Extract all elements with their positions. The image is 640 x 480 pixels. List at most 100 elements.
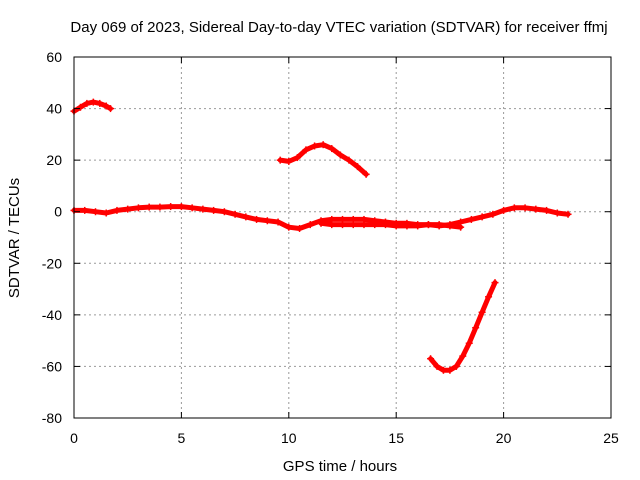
data-point [276, 156, 284, 164]
data-point [83, 99, 91, 107]
data-point [354, 163, 362, 171]
data-point [392, 222, 400, 230]
data-point [472, 324, 480, 332]
data-point [293, 154, 301, 162]
data-point [188, 204, 196, 212]
data-point [81, 206, 89, 214]
data-point [414, 222, 422, 230]
y-tick-label: 40 [46, 101, 62, 117]
data-point [156, 203, 164, 211]
series-track-near-20 [276, 141, 370, 178]
plot-frame [73, 56, 612, 419]
data-point [532, 205, 540, 213]
data-point [489, 210, 497, 218]
y-tick-label: 60 [46, 49, 62, 65]
series-track-near-zero [70, 203, 572, 232]
series-track-near-40 [70, 98, 115, 115]
grid-lines [74, 57, 611, 418]
axis-ticks: 0 5 10 15 20 25 -80 -60 -40 -20 0 20 40 60 [42, 49, 619, 446]
x-tick-label: 20 [496, 430, 512, 446]
data-point [145, 203, 153, 211]
data-point [102, 102, 110, 110]
data-point [336, 151, 344, 159]
y-tick-label: -60 [42, 358, 62, 374]
data-point [76, 103, 84, 111]
y-tick-label: -80 [42, 410, 62, 426]
data-point [339, 221, 346, 229]
data-point [452, 362, 460, 370]
data-point [253, 215, 261, 223]
data-point [564, 210, 572, 218]
data-point [102, 209, 110, 217]
data-point [263, 217, 271, 225]
data-point [362, 170, 370, 178]
data-point [427, 355, 435, 363]
data-point [210, 206, 218, 214]
series-track-near-minus-60 [427, 279, 499, 374]
data-point [113, 206, 121, 214]
data-point [446, 222, 454, 230]
data-point [553, 209, 561, 217]
data-point [345, 156, 353, 164]
data-point [457, 223, 465, 231]
data-point [319, 141, 327, 149]
data-point [500, 206, 508, 214]
data-point [107, 105, 115, 113]
data-point [285, 157, 293, 165]
data-point [360, 221, 368, 229]
data-point [459, 352, 467, 360]
y-tick-label: -40 [42, 307, 62, 323]
x-axis-label: GPS time / hours [283, 458, 397, 475]
data-point [371, 221, 379, 229]
data-series [70, 98, 572, 374]
x-tick-label: 10 [281, 430, 297, 446]
data-point [381, 221, 389, 229]
y-tick-label: 0 [54, 204, 62, 220]
data-point [96, 99, 104, 107]
data-point [91, 208, 99, 216]
data-point [478, 213, 486, 221]
data-point [231, 210, 239, 218]
data-point [543, 206, 551, 214]
data-point [465, 339, 473, 347]
data-point [311, 142, 319, 150]
data-point [167, 203, 175, 211]
data-point [328, 145, 336, 153]
data-point [134, 204, 142, 212]
data-point [328, 221, 336, 229]
y-tick-label: -20 [42, 255, 62, 271]
chart-title: Day 069 of 2023, Sidereal Day-to-day VTE… [70, 19, 607, 36]
data-point [89, 98, 97, 106]
data-point [274, 218, 282, 226]
data-point [485, 293, 493, 301]
data-point [439, 366, 447, 374]
x-tick-label: 15 [388, 430, 404, 446]
data-point [199, 205, 207, 213]
data-point [467, 215, 475, 223]
data-point [403, 222, 411, 230]
data-point [124, 205, 132, 213]
series-track-near-minus-5 [317, 219, 465, 231]
series-line [277, 142, 369, 177]
data-point [510, 204, 518, 212]
data-point [349, 221, 357, 229]
x-tick-label: 25 [603, 430, 619, 446]
x-tick-label: 5 [178, 430, 186, 446]
data-point [478, 308, 486, 316]
data-point [424, 221, 432, 229]
x-tick-label: 0 [70, 430, 78, 446]
data-point [435, 221, 443, 229]
data-point [285, 223, 293, 231]
data-point [302, 146, 310, 154]
data-point [242, 213, 250, 221]
data-point [317, 219, 325, 227]
data-point [446, 366, 454, 374]
data-point [296, 224, 304, 232]
y-axis-label: SDTVAR / TECUs [6, 178, 23, 298]
data-point [491, 279, 499, 287]
data-point [220, 208, 228, 216]
y-tick-label: 20 [46, 152, 62, 168]
data-point [177, 203, 185, 211]
data-point [521, 204, 529, 212]
